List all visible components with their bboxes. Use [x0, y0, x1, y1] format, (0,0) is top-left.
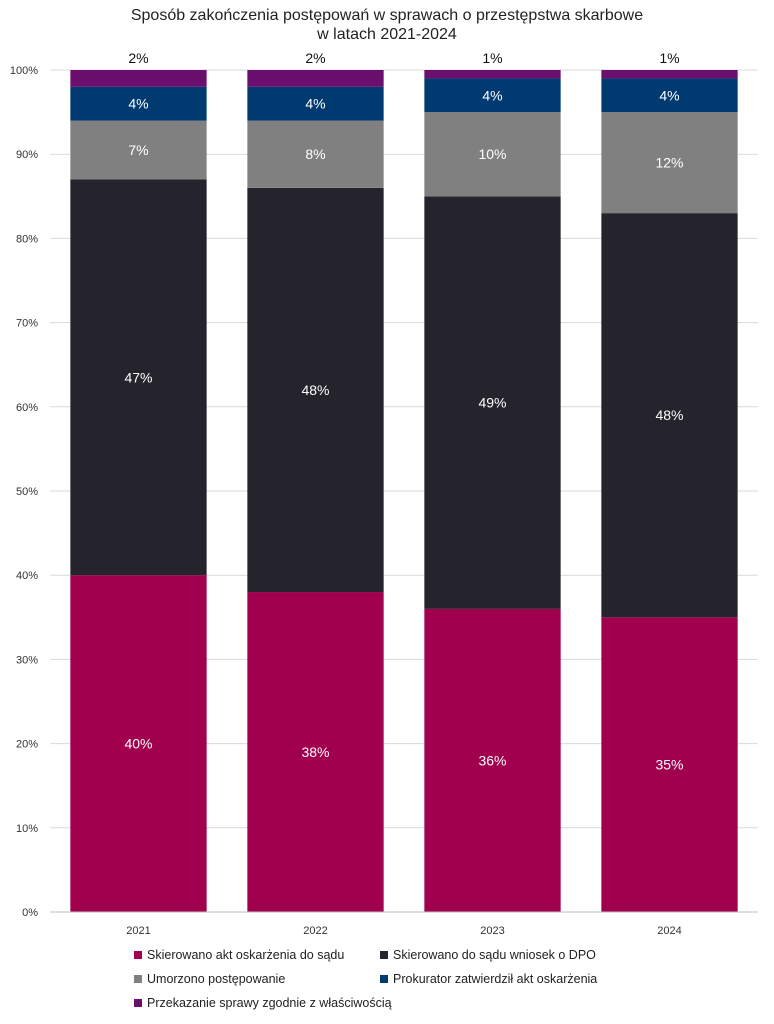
- bar-segment: [601, 112, 738, 214]
- bar-segment: [247, 120, 384, 188]
- data-label: 8%: [305, 146, 325, 162]
- bar-segment: [70, 575, 207, 912]
- bar-segment: [70, 120, 207, 180]
- bar-segment: [601, 617, 738, 912]
- bar-segment: [601, 70, 738, 79]
- data-label: 12%: [655, 155, 683, 171]
- data-label: 40%: [124, 736, 152, 752]
- legend-swatch: [134, 951, 142, 959]
- stacked-bar-chart: 0% 10% 20% 30% 40% 50% 60% 70% 80% 90% 100% 40% 47% 7…: [10, 50, 758, 937]
- chart-title: Sposób zakończenia postępowań w sprawach…: [0, 6, 774, 44]
- data-label: 36%: [478, 752, 506, 768]
- data-label: 38%: [301, 744, 329, 760]
- chart-title-line-2: w latach 2021-2024: [317, 26, 457, 43]
- legend-label: Umorzono postępowanie: [147, 972, 286, 986]
- data-label: 48%: [301, 382, 329, 398]
- x-tick-label: 2024: [657, 925, 681, 937]
- data-label: 2%: [305, 50, 325, 66]
- legend-swatch: [134, 999, 142, 1007]
- bar-segment: [424, 78, 561, 113]
- x-tick-label: 2023: [480, 925, 504, 937]
- y-tick-label: 90%: [16, 149, 38, 161]
- data-label: 4%: [659, 87, 679, 103]
- chart-title-line-1: Sposób zakończenia postępowań w sprawach…: [130, 7, 644, 24]
- bar-segment: [424, 196, 561, 609]
- legend-item: Umorzono postępowanie: [134, 972, 285, 986]
- data-label: 49%: [478, 395, 506, 411]
- bar-segment: [424, 70, 561, 79]
- bar-segment: [70, 70, 207, 87]
- data-label: 47%: [124, 369, 152, 385]
- legend-label: Przekazanie sprawy zgodnie z właściwości…: [147, 996, 392, 1010]
- data-label: 7%: [128, 142, 148, 158]
- y-tick-label: 80%: [16, 233, 38, 245]
- legend-item: Prokurator zatwierdził akt oskarżenia: [380, 972, 597, 986]
- y-tick-label: 0%: [22, 907, 38, 919]
- bar-segment: [70, 86, 207, 121]
- legend-item: Przekazanie sprawy zgodnie z właściwości…: [134, 996, 392, 1010]
- legend-item: Skierowano do sądu wniosek o DPO: [380, 948, 596, 962]
- bar-segment: [424, 608, 561, 912]
- bar-segment: [247, 70, 384, 87]
- data-label: 1%: [659, 50, 679, 66]
- y-tick-label: 40%: [16, 570, 38, 582]
- bar-segment: [247, 86, 384, 121]
- legend-label: Prokurator zatwierdził akt oskarżenia: [393, 972, 598, 986]
- data-label: 4%: [305, 96, 325, 112]
- data-label: 4%: [128, 96, 148, 112]
- y-tick-label: 60%: [16, 402, 38, 414]
- y-tick-label: 100%: [10, 65, 38, 77]
- bar-segment: [601, 78, 738, 113]
- bar-segment: [247, 592, 384, 912]
- data-label: 1%: [482, 50, 502, 66]
- y-tick-label: 70%: [16, 318, 38, 330]
- legend-swatch: [380, 951, 388, 959]
- legend-label: Skierowano akt oskarżenia do sądu: [147, 948, 345, 962]
- bar-segment: [247, 187, 384, 593]
- legend-label: Skierowano do sądu wniosek o DPO: [393, 948, 596, 962]
- y-tick-label: 20%: [16, 739, 38, 751]
- data-label: 4%: [482, 87, 502, 103]
- legend-swatch: [380, 975, 388, 983]
- data-label: 35%: [655, 757, 683, 773]
- bar-segment: [424, 112, 561, 197]
- y-tick-label: 10%: [16, 823, 38, 835]
- data-label: 48%: [655, 407, 683, 423]
- data-label: 10%: [478, 146, 506, 162]
- x-tick-label: 2022: [303, 925, 327, 937]
- legend-swatch: [134, 975, 142, 983]
- legend-item: Skierowano akt oskarżenia do sądu: [134, 948, 344, 962]
- data-label: 2%: [128, 50, 148, 66]
- bar-segment: [601, 213, 738, 618]
- x-tick-label: 2021: [126, 925, 150, 937]
- bar-segment: [70, 179, 207, 576]
- y-tick-label: 30%: [16, 654, 38, 666]
- y-tick-label: 50%: [16, 486, 38, 498]
